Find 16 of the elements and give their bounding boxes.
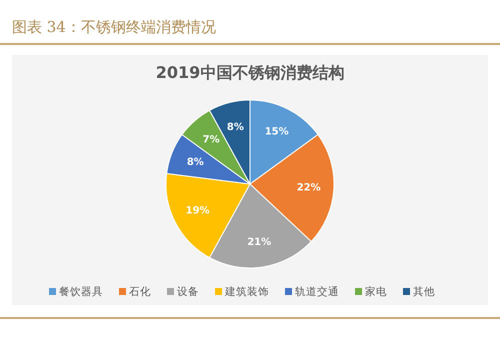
data-label: 22%	[296, 182, 321, 194]
data-label: 15%	[264, 126, 289, 138]
data-label: 19%	[186, 205, 210, 216]
legend-label: 建筑装饰	[224, 284, 269, 298]
legend-label: 餐饮器具	[59, 286, 103, 298]
data-label: 7%	[202, 134, 220, 146]
legend-label: 轨道交通	[295, 284, 339, 298]
chart-title: 图表 34：不锈钢终端消费情况	[12, 18, 216, 36]
data-label: 21%	[247, 236, 272, 248]
legend-label: 石化	[129, 286, 151, 298]
legend-label: 其他	[413, 284, 435, 298]
legend-label: 家电	[365, 284, 387, 298]
chart-subtitle: 2019中国不锈钢消费结构	[156, 63, 344, 82]
legend-label: 设备	[177, 286, 199, 298]
data-label: 8%	[226, 122, 244, 133]
data-label: 8%	[186, 157, 204, 168]
